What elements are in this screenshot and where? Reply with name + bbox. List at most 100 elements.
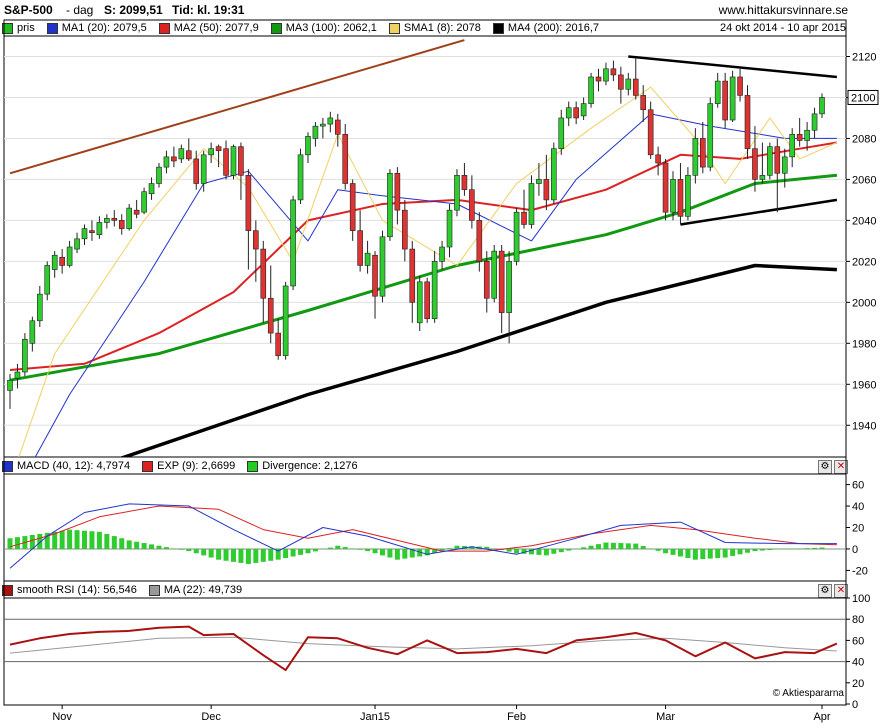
candle-body [29, 320, 36, 344]
y-tick-label: 1940 [852, 420, 876, 432]
y-tick-label: 2060 [852, 174, 876, 186]
candle-body [714, 80, 721, 104]
divergence-bar [402, 548, 408, 559]
legend-item: MA2 (50): 2077,9 [158, 21, 259, 35]
candle-body [253, 230, 259, 250]
candle-body [670, 179, 676, 213]
candle-body [327, 117, 334, 125]
ma2-line [9, 141, 838, 371]
candle-body [573, 107, 579, 119]
divergence-bar [223, 548, 229, 561]
legend-swatch [492, 22, 504, 34]
divergence-bar [357, 548, 363, 550]
divergence-bar [350, 548, 356, 549]
divergence-bar [610, 542, 616, 549]
candle-body [126, 207, 132, 229]
y-tick-label: 0 [852, 699, 858, 711]
divergence-bar [551, 548, 557, 554]
divergence-bar [283, 548, 289, 559]
candle-body [230, 146, 237, 176]
triangle-top-line [628, 55, 838, 79]
divergence-bar [260, 548, 266, 562]
candle-body [193, 158, 200, 184]
candle-body [424, 281, 430, 320]
candle-body [439, 246, 445, 262]
candle-body [647, 109, 654, 156]
candle-body [416, 281, 423, 324]
legend-label: MA2 (50): 2077,9 [173, 22, 259, 34]
divergence-bar [685, 548, 691, 559]
divergence-bar [208, 548, 214, 558]
rsi-legend: smooth RSI (14): 56,546 MA (22): 49,739 [2, 583, 254, 597]
candle-body [238, 146, 244, 176]
candle-body [349, 183, 356, 231]
candle-body [334, 119, 341, 135]
divergence-bar [7, 538, 13, 549]
candle-body [804, 129, 810, 141]
divergence-bar [149, 544, 155, 549]
legend-label: smooth RSI (14): 56,546 [17, 584, 137, 596]
candle-body [692, 138, 699, 176]
candle-body [640, 95, 647, 111]
chart-header: S&P-500 - dag S: 2099,51 Tid: kl. 19:31 … [0, 0, 892, 20]
candle-body [506, 261, 512, 313]
divergence-bar [730, 548, 736, 556]
candle-body [476, 220, 483, 262]
candle-body [305, 136, 311, 156]
legend-item: smooth RSI (14): 56,546 [2, 583, 137, 597]
candle-body [700, 138, 706, 168]
x-tick-label: Jan15 [360, 711, 390, 723]
candle-body [595, 76, 602, 82]
site-label[interactable]: www.hittakursvinnare.se [718, 3, 848, 17]
main-legend: pris MA1 (20): 2079,5 MA2 (50): 2077,9 MA3 … [2, 21, 611, 35]
candle-body [215, 146, 222, 152]
exp-line [9, 505, 837, 552]
candle-body [759, 175, 766, 180]
legend-label: pris [17, 22, 35, 34]
macd-line [9, 503, 837, 569]
ma4-line [121, 263, 837, 457]
y-tick-label: 40 [852, 657, 864, 669]
legend-item: EXP (9): 2,6699 [142, 459, 235, 473]
divergence-bar [134, 541, 140, 549]
legend-swatch [2, 460, 13, 472]
candle-body [528, 183, 535, 225]
legend-item: MA1 (20): 2079,5 [46, 21, 147, 35]
legend-swatch [270, 22, 282, 34]
y-tick-label: -20 [852, 565, 868, 577]
y-tick-label: 2120 [852, 51, 876, 63]
divergence-bar [387, 548, 393, 558]
divergence-bar [461, 546, 467, 549]
divergence-bar [469, 546, 475, 549]
divergence-bar [581, 547, 587, 549]
candle-body [588, 76, 594, 104]
divergence-bar [171, 548, 177, 549]
y-tick-label: 60 [852, 480, 864, 492]
candle-body [394, 172, 401, 211]
candle-body [632, 78, 639, 96]
symbol-label: S&P-500 [4, 3, 53, 17]
divergence-bar [663, 548, 669, 554]
legend-swatch [2, 22, 13, 34]
candle-body [774, 146, 781, 174]
candle-body [36, 293, 43, 322]
divergence-bar [186, 548, 192, 552]
x-tick-label: Dec [201, 711, 221, 723]
divergence-bar [543, 548, 549, 556]
candle-body [446, 209, 453, 248]
divergence-bar [722, 548, 728, 558]
macd-legend: MACD (40, 12): 4,7974 EXP (9): 2,6699 Dive… [2, 459, 370, 473]
price-value: S: 2099,51 [104, 3, 163, 17]
legend-label: Divergence: 2,1276 [262, 460, 358, 472]
candle-body [811, 113, 818, 131]
time-label: Tid: kl. 19:31 [172, 3, 245, 17]
divergence-bar [89, 531, 95, 549]
candle-body [156, 166, 162, 184]
candle-body [275, 332, 281, 356]
sma1-line [18, 86, 838, 457]
divergence-bar [163, 547, 169, 549]
legend-item: Divergence: 2,1276 [247, 459, 358, 473]
upper-trend-line [9, 39, 465, 175]
y-tick-label: 60 [852, 635, 864, 647]
